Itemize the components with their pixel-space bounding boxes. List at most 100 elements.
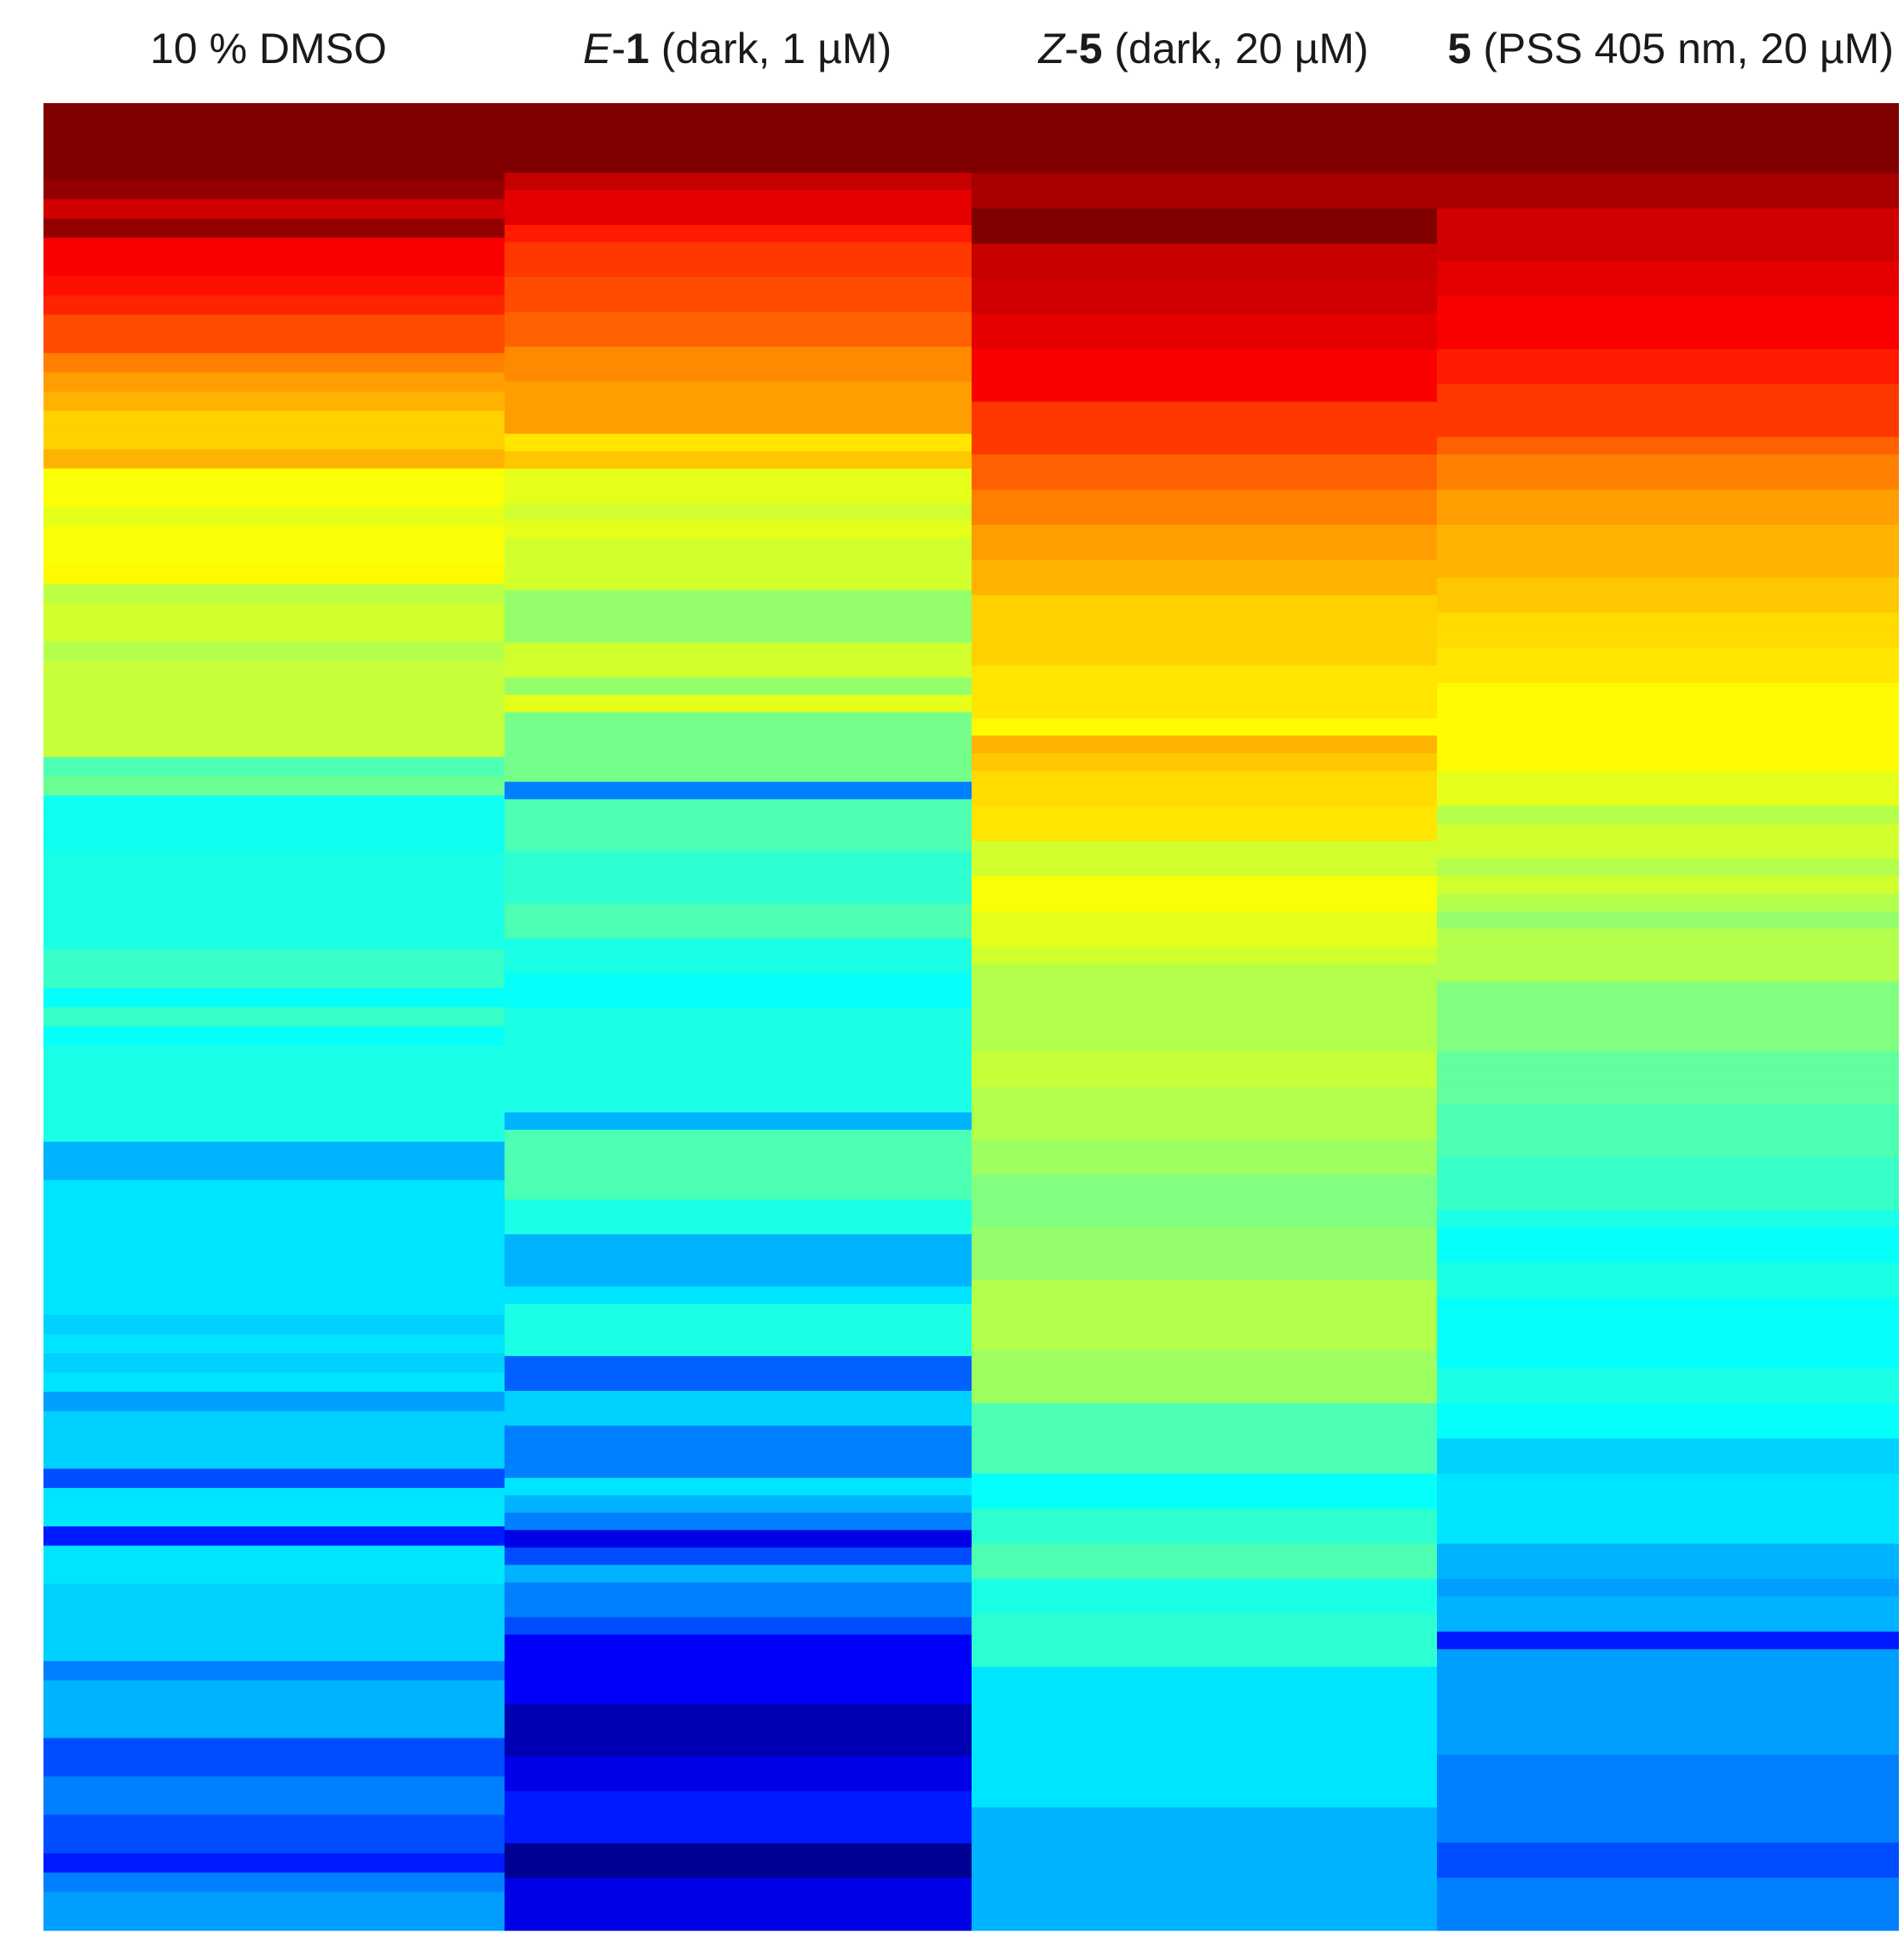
heatmap-column-4 [1437, 103, 1899, 1931]
heatmap-cell [972, 630, 1437, 649]
heatmap-cell [43, 853, 505, 874]
column-header-3: Z-5 (dark, 20 µM) [1039, 19, 1369, 78]
heatmap-cell [972, 261, 1437, 280]
heatmap-cell [43, 411, 505, 431]
heatmap-cell [43, 295, 505, 315]
heatmap-cell [505, 416, 972, 435]
heatmap-cell [972, 120, 1437, 139]
heatmap-cell [972, 718, 1437, 736]
heatmap-cell [972, 946, 1437, 965]
heatmap-cell [1437, 683, 1899, 701]
heatmap-cell [972, 735, 1437, 754]
heatmap-cell [1437, 401, 1899, 420]
heatmap-cell [505, 1164, 972, 1183]
heatmap-cell [972, 1578, 1437, 1597]
heatmap-cell [1437, 1087, 1899, 1105]
heatmap-cell [505, 555, 972, 574]
heatmap-cell [505, 103, 972, 122]
heatmap-cell [43, 1814, 505, 1835]
heatmap-cell [1437, 1772, 1899, 1791]
heatmap-cell [505, 1269, 972, 1288]
heatmap-column-1 [43, 103, 505, 1931]
heatmap-cell [505, 799, 972, 817]
heatmap-cell [972, 1719, 1437, 1738]
column-header-part: Z [1038, 25, 1065, 72]
heatmap-cell [43, 1738, 505, 1758]
heatmap-cell [1437, 1912, 1899, 1931]
heatmap-cell [505, 1669, 972, 1687]
heatmap-cell [1437, 1227, 1899, 1246]
heatmap-cell [1437, 103, 1899, 122]
heatmap-cell [972, 560, 1437, 579]
heatmap-cell [43, 1103, 505, 1123]
heatmap-cell [505, 364, 972, 383]
heatmap-cell [43, 1026, 505, 1047]
heatmap-cell [1437, 648, 1899, 666]
heatmap-cell [505, 1373, 972, 1392]
heatmap-cell [505, 521, 972, 539]
heatmap-cell [972, 788, 1437, 807]
heatmap-cell [43, 1180, 505, 1200]
heatmap-cell [505, 1060, 972, 1079]
heatmap-cell [1437, 1368, 1899, 1387]
heatmap-cell [972, 1192, 1437, 1211]
heatmap-cell [972, 1087, 1437, 1105]
heatmap-cell [505, 1129, 972, 1148]
heatmap-cell [505, 259, 972, 278]
heatmap-cell [972, 1385, 1437, 1404]
column-header-part: 10 % DMSO [150, 25, 387, 72]
heatmap-cell [972, 1684, 1437, 1703]
heatmap-cell [972, 1842, 1437, 1861]
heatmap-cell [972, 1209, 1437, 1228]
heatmap-cell [43, 815, 505, 835]
heatmap-cell [1437, 788, 1899, 807]
heatmap-cell [1437, 454, 1899, 473]
heatmap-cell [43, 237, 505, 258]
heatmap-cell [972, 1877, 1437, 1896]
heatmap-cell [972, 1666, 1437, 1685]
heatmap-cell [972, 1754, 1437, 1774]
heatmap-cell [505, 660, 972, 678]
heatmap-cell [1437, 419, 1899, 438]
heatmap-cell [505, 1617, 972, 1635]
heatmap-cell [43, 680, 505, 701]
heatmap-cell [505, 172, 972, 191]
heatmap-cell [1437, 612, 1899, 632]
heatmap-cell [505, 833, 972, 852]
heatmap-cell [972, 419, 1437, 438]
heatmap-cell [1437, 560, 1899, 579]
column-header-part: (PSS 405 nm, 20 µM) [1471, 25, 1894, 72]
heatmap-cell [43, 526, 505, 546]
heatmap-cell [1437, 1456, 1899, 1474]
heatmap-cell [972, 279, 1437, 297]
heatmap-cell [1437, 1666, 1899, 1685]
heatmap-cell [43, 1622, 505, 1643]
column-header-part: E [583, 25, 612, 72]
heatmap-cell [972, 1596, 1437, 1615]
heatmap-cell [1437, 1474, 1899, 1492]
heatmap-cell [505, 1547, 972, 1566]
heatmap-cell [972, 454, 1437, 473]
heatmap-cell [43, 910, 505, 932]
heatmap-cell [505, 1460, 972, 1479]
column-header-part: 5 [1447, 25, 1472, 72]
heatmap-cell [1437, 436, 1899, 455]
heatmap-cell [972, 1315, 1437, 1334]
heatmap-cell [43, 1064, 505, 1085]
heatmap-cell [505, 486, 972, 505]
heatmap-cell [1437, 1421, 1899, 1439]
heatmap-cell [43, 1295, 505, 1316]
heatmap-cell [1437, 577, 1899, 596]
heatmap-cell [43, 1199, 505, 1220]
heatmap-cell [1437, 1052, 1899, 1070]
heatmap-cell [43, 660, 505, 681]
heatmap-cell [1437, 366, 1899, 385]
heatmap-cell [43, 699, 505, 719]
heatmap-cell [972, 911, 1437, 930]
heatmap-cell [43, 949, 505, 970]
heatmap-cell [972, 332, 1437, 350]
heatmap-cell [505, 190, 972, 209]
heatmap-cell [43, 1410, 505, 1431]
heatmap-cell [972, 1508, 1437, 1527]
heatmap-cell [505, 1739, 972, 1757]
